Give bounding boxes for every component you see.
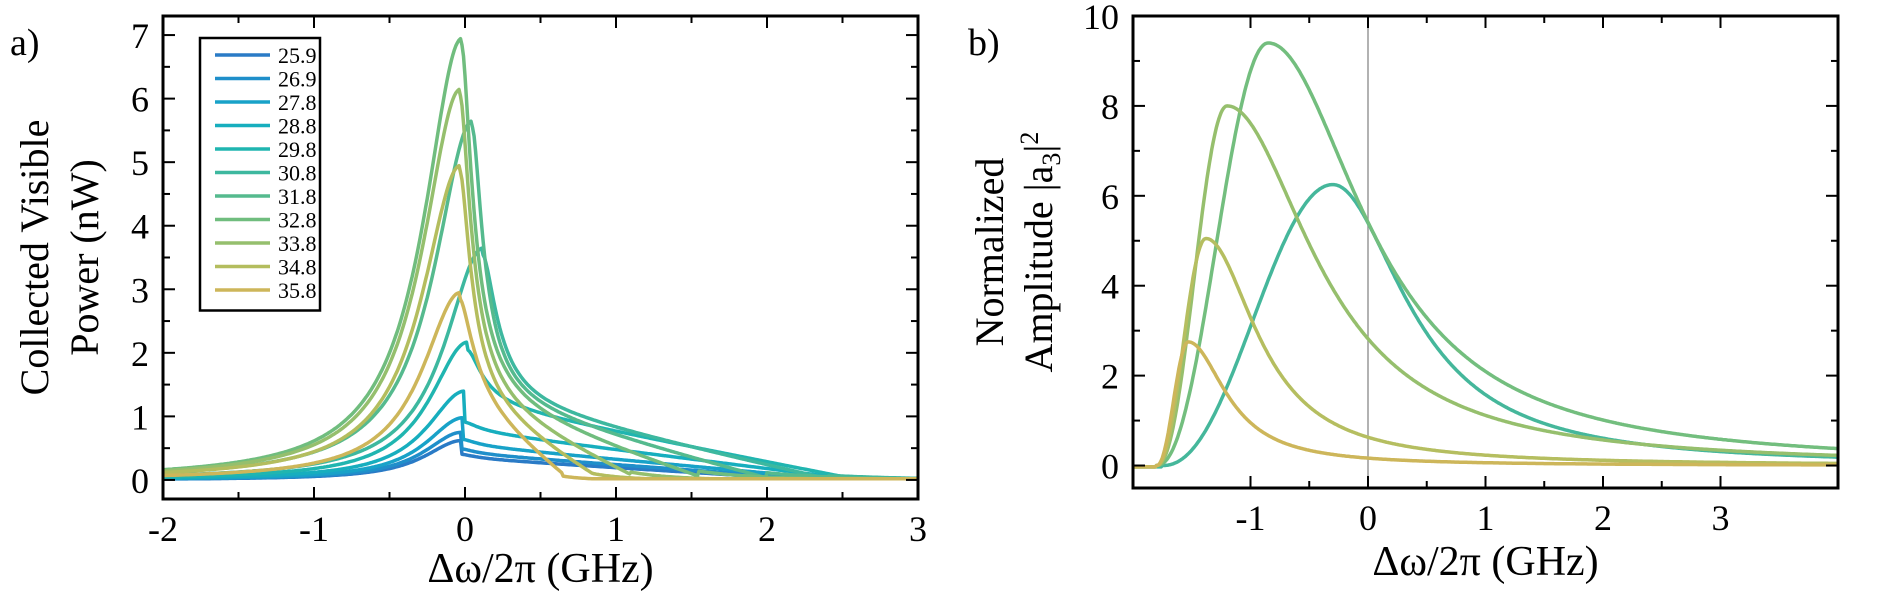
panel-b-ylabel: Normalized Amplitude |a3|2 [967,132,1066,373]
a-ytick-label: 2 [131,334,149,374]
b-xtick-label: 0 [1359,498,1377,538]
panel-a-series-group [163,36,918,481]
panel-a-legend-label: 28.8 [278,114,317,139]
a-ytick-label: 3 [131,270,149,310]
panel-a-ylabel: Collected Visible Power (nW) [12,120,107,396]
a-ytick-label: 4 [131,207,149,247]
panel-a-ticks: -2 -1 0 1 2 3 0 1 2 3 4 5 6 7 [131,16,927,549]
b-ytick-label: 2 [1101,357,1119,397]
a-ytick-label: 5 [131,143,149,183]
panel-b-ylabel-line2: Amplitude |a3|2 [1015,132,1066,373]
a-xtick-label: -2 [148,509,178,549]
panel-b-series-line [1133,104,1838,469]
panel-a-legend-label: 25.9 [278,43,317,68]
a-ytick-label: 7 [131,16,149,56]
panel-b-ylabel-superscript: 2 [1015,132,1044,145]
a-ytick-label: 0 [131,461,149,501]
panel-b-xlabel: Δω/2π (GHz) [1372,539,1598,585]
panel-a-series-line [163,290,918,481]
a-xtick-label: -1 [299,509,329,549]
panel-b-chart: b) Normalized Amplitude |a3|2 -1 0 1 2 30246… [967,0,1840,585]
a-xtick-label: 2 [758,509,776,549]
b-ytick-label: 6 [1101,177,1119,217]
panel-a-ylabel-line1: Collected Visible [12,120,57,396]
a-xtick-label: 1 [607,509,625,549]
panel-a-legend-label: 30.8 [278,161,317,186]
b-ytick-label: 4 [1101,267,1119,307]
panel-a-legend-label: 27.8 [278,90,317,115]
panel-a-legend-label: 32.8 [278,208,317,233]
panel-a-legend-label: 34.8 [278,255,317,280]
panel-b-label: b) [968,22,1000,64]
a-xtick-label: 0 [456,509,474,549]
panel-a-legend-label: 33.8 [278,231,317,256]
a-ytick-label: 6 [131,80,149,120]
panel-a-legend-label: 29.8 [278,137,317,162]
panel-b-ylabel-bar: | [1016,145,1061,153]
panel-a-series-line [163,340,918,481]
b-ytick-label: 10 [1083,0,1119,37]
panel-b-ylabel-subscript: 3 [1037,153,1066,166]
panel-b-series-line [1133,41,1838,469]
panel-b-series-line [1133,236,1838,469]
panel-a-legend-label: 26.9 [278,67,317,92]
panel-b-series-line [1133,182,1838,469]
panel-b-ticks: -1 0 1 2 3 0 2 4 6 8 10 [1083,0,1838,538]
b-ytick-label: 0 [1101,447,1119,487]
b-xtick-label: 3 [1712,498,1730,538]
a-ytick-label: 1 [131,397,149,437]
a-xtick-label: 3 [909,509,927,549]
panel-a-label: a) [10,22,40,64]
panel-b-ylabel-main: Amplitude |a [1016,165,1061,372]
b-xtick-label: 1 [1477,498,1495,538]
panel-a-legend-label: 35.8 [278,278,317,303]
panel-b-ylabel-line1: Normalized [967,158,1012,347]
panel-a-chart: a) Collected Visible Power (nW) -2 -1 0 1 2 3… [10,14,927,591]
b-xtick-label: 2 [1594,498,1612,538]
panel-a-legend: 25.926.927.828.829.830.831.832.833.834.8… [198,36,322,312]
panel-b-series-group [1133,41,1838,469]
b-ytick-label: 8 [1101,87,1119,127]
b-xtick-label: -1 [1236,498,1266,538]
panel-a-ylabel-line2: Power (nW) [62,159,107,356]
panel-a-xlabel: Δω/2π (GHz) [427,546,653,591]
panel-b-series-line [1133,340,1838,469]
panel-a-legend-label: 31.8 [278,184,317,209]
